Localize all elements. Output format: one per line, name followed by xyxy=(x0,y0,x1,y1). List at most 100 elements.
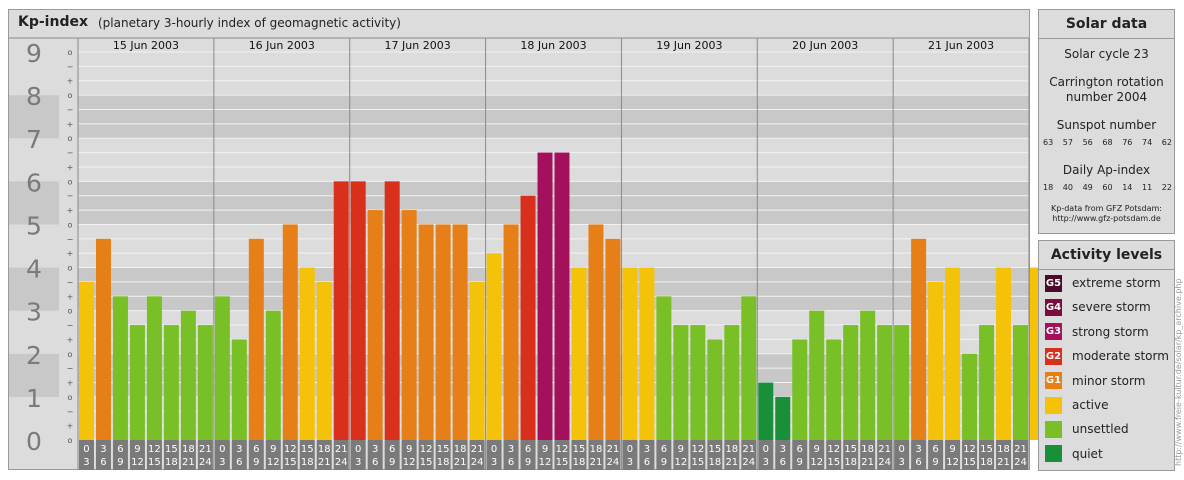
hour-box xyxy=(554,440,570,470)
ap-value-4: 14 xyxy=(1122,183,1133,192)
kp-bar xyxy=(622,267,638,440)
hour-box xyxy=(146,440,162,470)
hour-start-label: 15 xyxy=(708,444,721,455)
activity-level-label: moderate storm xyxy=(1072,349,1169,364)
y-subtick-label: o xyxy=(68,393,73,402)
y-subtick-label: + xyxy=(67,335,74,344)
hour-box xyxy=(537,440,553,470)
hour-end-label: 21 xyxy=(725,457,738,468)
hour-start-label: 15 xyxy=(437,444,450,455)
hour-box xyxy=(690,440,706,470)
chart-subtitle: (planetary 3-hourly index of geomagnetic… xyxy=(98,16,401,30)
hour-end-label: 6 xyxy=(236,457,242,468)
hour-start-label: 18 xyxy=(861,444,874,455)
hour-end-label: 18 xyxy=(573,457,586,468)
kp-bar xyxy=(945,267,961,440)
hour-start-label: 0 xyxy=(355,444,361,455)
hour-start-label: 9 xyxy=(814,444,820,455)
kp-bar xyxy=(95,238,111,440)
kp-bar xyxy=(928,281,944,440)
y-subtick-label: + xyxy=(67,422,74,431)
hour-start-label: 6 xyxy=(661,444,667,455)
hour-box xyxy=(894,440,910,470)
kp-bar xyxy=(163,325,179,440)
activity-level-4: G1 minor storm xyxy=(1045,371,1145,391)
kp-bar xyxy=(316,281,332,440)
y-subtick-label: − xyxy=(67,62,74,71)
hour-box xyxy=(452,440,468,470)
hour-end-label: 18 xyxy=(437,457,450,468)
y-subtick-label: − xyxy=(67,321,74,330)
hour-end-label: 21 xyxy=(318,457,331,468)
hour-start-label: 15 xyxy=(573,444,586,455)
hour-box xyxy=(639,440,655,470)
hour-end-label: 3 xyxy=(219,457,225,468)
activity-level-label: unsettled xyxy=(1072,422,1129,437)
kp-bar xyxy=(248,238,264,440)
kp-bar xyxy=(469,281,485,440)
y-subtick-label: − xyxy=(67,192,74,201)
hour-box xyxy=(163,440,179,470)
kp-bar xyxy=(520,195,536,440)
hour-start-label: 0 xyxy=(627,444,633,455)
activity-swatch xyxy=(1045,396,1062,414)
hour-box xyxy=(180,440,196,470)
kp-bar xyxy=(333,181,349,441)
hour-end-label: 9 xyxy=(117,457,123,468)
hour-start-label: 6 xyxy=(117,444,123,455)
hour-end-label: 3 xyxy=(491,457,497,468)
y-subtick-label: + xyxy=(67,292,74,301)
hour-start-label: 21 xyxy=(607,444,620,455)
hour-start-label: 21 xyxy=(199,444,212,455)
kp-bar xyxy=(435,224,451,440)
y-subtick-label: − xyxy=(67,278,74,287)
hour-box xyxy=(418,440,434,470)
hour-end-label: 12 xyxy=(810,457,823,468)
hour-box xyxy=(792,440,808,470)
hour-end-label: 18 xyxy=(844,457,857,468)
kp-bar xyxy=(486,253,502,440)
hour-start-label: 3 xyxy=(372,444,378,455)
hour-start-label: 3 xyxy=(780,444,786,455)
hour-end-label: 24 xyxy=(335,457,348,468)
hour-end-label: 15 xyxy=(420,457,433,468)
kp-bar xyxy=(707,339,723,440)
hour-box xyxy=(367,440,383,470)
hour-box xyxy=(503,440,519,470)
plot-top-strip xyxy=(78,38,1029,52)
hour-end-label: 24 xyxy=(1014,457,1027,468)
kp-bar xyxy=(894,325,910,440)
hour-end-label: 24 xyxy=(199,457,212,468)
activity-level-2: G3 strong storm xyxy=(1045,322,1149,342)
hour-box xyxy=(112,440,128,470)
hour-box xyxy=(316,440,332,470)
hour-start-label: 15 xyxy=(980,444,993,455)
hour-box xyxy=(843,440,859,470)
kp-bar xyxy=(571,267,587,440)
kp-bar xyxy=(826,339,842,440)
y-subtick-label: − xyxy=(67,105,74,114)
y-subtick-label: − xyxy=(67,407,74,416)
sunspot-number-6: 62 xyxy=(1161,138,1172,147)
kp-bar xyxy=(809,310,825,440)
sunspot-number-2: 56 xyxy=(1082,138,1093,147)
activity-swatch: G5 xyxy=(1045,274,1062,292)
y-axis-band xyxy=(9,224,59,268)
kp-band xyxy=(78,181,1029,225)
hour-box xyxy=(928,440,944,470)
carrington-line1: Carrington rotation xyxy=(1049,75,1164,89)
y-subtick-label: o xyxy=(68,220,73,229)
kp-bar xyxy=(129,325,145,440)
y-subtick-label: + xyxy=(67,379,74,388)
y-tick-label: 1 xyxy=(26,384,42,413)
ap-value-2: 49 xyxy=(1082,183,1093,192)
kp-bar xyxy=(843,325,859,440)
y-subtick-label: o xyxy=(68,264,73,273)
hour-end-label: 9 xyxy=(797,457,803,468)
watermark-url: http://www.freie-kultur.de/solar/kp_arch… xyxy=(1174,278,1183,466)
hour-end-label: 9 xyxy=(525,457,531,468)
hour-start-label: 6 xyxy=(389,444,395,455)
hour-start-label: 9 xyxy=(134,444,140,455)
hour-box xyxy=(469,440,485,470)
